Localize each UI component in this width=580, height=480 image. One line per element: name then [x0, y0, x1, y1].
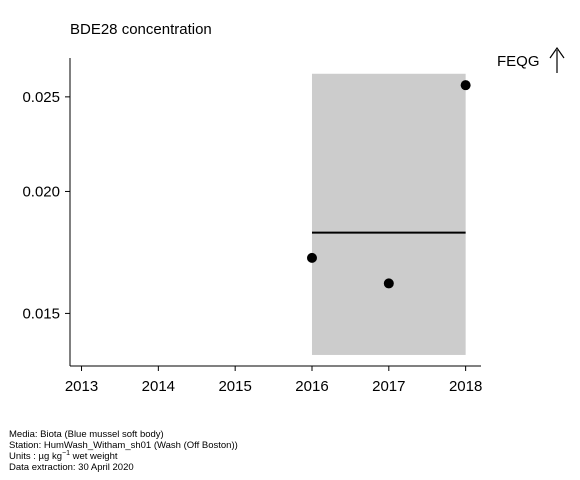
units-exponent: −1 — [62, 450, 70, 457]
x-tick-label: 2013 — [65, 378, 98, 395]
x-tick-label: 2018 — [449, 378, 482, 395]
x-tick-label: 2017 — [372, 378, 405, 395]
footer-media: Media: Biota (Blue mussel soft body) — [9, 429, 164, 440]
data-point — [306, 252, 317, 263]
y-tick-label: 0.015 — [22, 305, 60, 322]
data-points — [306, 80, 471, 289]
footer-units: Units : µg kg−1 wet weight — [9, 450, 238, 462]
y-tick-label: 0.025 — [22, 89, 60, 106]
up-arrow-icon — [549, 46, 565, 73]
threshold-label: FEQG — [497, 53, 540, 70]
units-suffix: wet weight — [69, 451, 118, 462]
x-tick-label: 2014 — [142, 378, 175, 395]
data-point — [460, 80, 471, 91]
footer-station: Station: HumWash_Witham_sh01 (Wash (Off … — [9, 440, 238, 451]
footer-notes: Media: Biota (Blue mussel soft body) Sta… — [9, 429, 238, 473]
x-tick-label: 2015 — [218, 378, 251, 395]
chart-title: BDE28 concentration — [70, 21, 212, 38]
units-prefix: Units : µg kg — [9, 451, 62, 462]
x-axis-ticks: 2013 2014 2015 2016 2017 2018 — [65, 366, 482, 395]
range-band — [311, 73, 466, 355]
data-point — [383, 278, 394, 289]
y-axis-ticks: 0.015 0.020 0.025 — [22, 89, 70, 322]
footer-extraction: Data extraction: 30 April 2020 — [9, 462, 134, 473]
x-tick-label: 2016 — [295, 378, 328, 395]
y-tick-label: 0.020 — [22, 183, 60, 200]
